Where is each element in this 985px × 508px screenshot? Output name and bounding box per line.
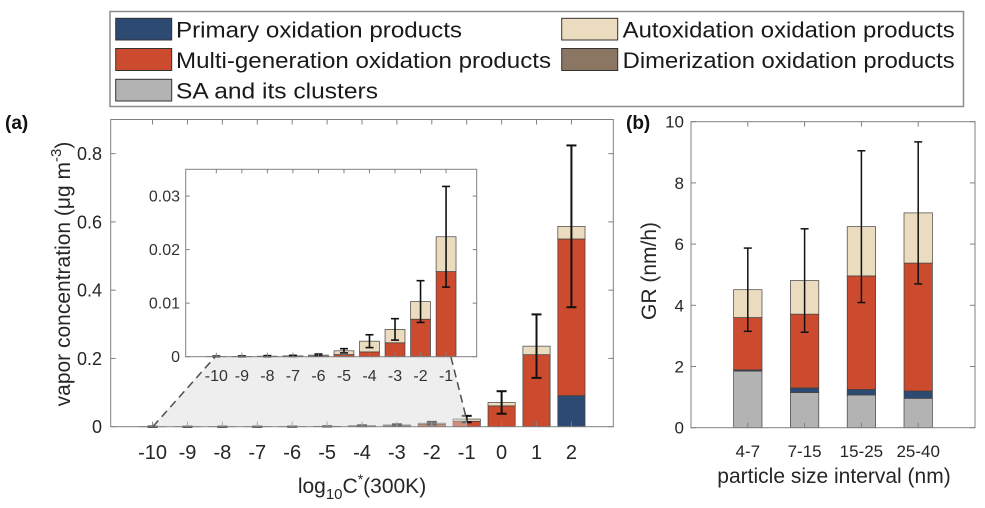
panel-b-xlabel: particle size interval (nm) — [717, 465, 950, 488]
gr-y-tick-label: 2 — [675, 358, 684, 377]
inset-y-tick-label: 0.02 — [149, 242, 180, 259]
legend-label-primary: Primary oxidation products — [176, 18, 462, 43]
inset-x-tick-label: -1 — [439, 368, 453, 385]
inset-error-bar--1 — [442, 185, 451, 288]
inset-x-tick-label: -2 — [413, 368, 427, 385]
main-x-tick-label: -3 — [388, 442, 406, 464]
main-x-tick-label: -4 — [353, 442, 371, 464]
gr-y-tick-label: 10 — [665, 113, 684, 132]
main-x-tick-label: 0 — [496, 442, 507, 464]
main-x-tick-label: -8 — [213, 442, 231, 464]
inset-connector-right — [450, 356, 468, 422]
main-x-tick-label: 2 — [566, 442, 577, 464]
gr-y-tick-label: 6 — [675, 235, 684, 254]
gr-axes-box — [690, 121, 976, 429]
main-error-bar-1 — [531, 313, 542, 379]
legend-label-multi: Multi-generation oxidation products — [176, 48, 551, 73]
inset-axes-box — [185, 168, 478, 358]
main-y-tick-label: 0.8 — [77, 144, 102, 164]
gr-y-tick-label: 8 — [675, 174, 684, 193]
inset-plot-area — [185, 169, 477, 357]
inset-x-tick-label: -3 — [388, 368, 402, 385]
inset-zoom-shade — [153, 357, 467, 427]
panel-a-xlabel: log10C*(300K) — [298, 471, 426, 503]
panel-a-axes: -10 -9 -8 -7 -6 -5 -4 -3 -2 -1 0 1 200.20.40.60.8 — [77, 119, 614, 464]
main-error-bar-0 — [496, 390, 507, 415]
main-y-tick-label: 0.6 — [77, 212, 102, 232]
inset-x-tick-label: -5 — [337, 368, 351, 385]
gr-bar-sa-7-15 — [790, 392, 820, 429]
main-x-tick-label: -2 — [423, 442, 441, 464]
inset-x-tick-label: -4 — [362, 368, 376, 385]
inset-y-tick-label: 0.03 — [149, 189, 180, 206]
gr-error-bar-25-40 — [914, 141, 923, 285]
inset-y-tick-label: 0.01 — [149, 296, 180, 313]
gr-x-tick-label: 15-25 — [840, 442, 883, 461]
gr-error-bar-15-25 — [857, 150, 866, 304]
legend-label-sa: SA and its clusters — [176, 79, 378, 104]
gr-bar-sa-4-7 — [733, 370, 763, 429]
inset-x-tick-label: -10 — [205, 368, 228, 385]
legend-swatch-sa — [115, 78, 173, 102]
main-error-bar-2 — [566, 144, 577, 309]
gr-x-tick-label: 7-15 — [788, 442, 822, 461]
legend-swatch-primary — [115, 17, 173, 41]
gr-bar-primary-15-25 — [846, 389, 876, 396]
inset-x-tick-label: -9 — [235, 368, 249, 385]
inset-y-tick-label: 0 — [171, 349, 180, 366]
inset-error-bar--4 — [365, 333, 374, 349]
panel-b-axes: 4-7 7-15 15-25 25-40 0 2 4 6 8 10 — [665, 113, 976, 461]
main-x-tick-label: 1 — [531, 442, 542, 464]
legend: Primary oxidation products Multi-generat… — [109, 10, 965, 108]
inset-x-tick-label: -8 — [260, 368, 274, 385]
legend-box — [109, 10, 965, 108]
inset-x-tick-label: -7 — [286, 368, 300, 385]
main-x-tick-label: -9 — [179, 442, 197, 464]
panel-b-label: (b) — [626, 113, 650, 134]
gr-y-tick-label: 4 — [675, 296, 684, 315]
main-x-tick-label: -6 — [283, 442, 301, 464]
main-x-tick-label: -10 — [138, 442, 167, 464]
main-y-tick-label: 0.2 — [77, 349, 102, 369]
legend-swatch-autox — [561, 17, 619, 41]
panel-b-ylabel: GR (nm/h) — [638, 222, 661, 320]
panel-b-bars — [733, 141, 933, 429]
inset-x-tick-label: -6 — [311, 368, 325, 385]
main-y-tick-label: 0 — [92, 417, 102, 437]
legend-swatch-multi — [115, 48, 173, 71]
main-x-tick-label: -7 — [248, 442, 266, 464]
inset-error-bar--3 — [391, 317, 400, 341]
panel-a-ylabel: vapor concentration (μg m-3) — [48, 142, 75, 407]
inset-error-bar--2 — [416, 279, 425, 324]
panel-a-label: (a) — [5, 113, 28, 134]
inset-axes: -10 -9 -8 -7 -6 -5 -4 -3 -2 -100.010.020.03 — [149, 168, 478, 385]
main-x-tick-label: -5 — [318, 442, 336, 464]
inset-connector-left — [152, 356, 216, 427]
legend-label-dimer: Dimerization oxidation products — [623, 48, 955, 73]
main-bar-primary-2 — [557, 395, 586, 428]
legend-swatch-dimer — [561, 48, 619, 71]
main-x-tick-label: -1 — [458, 442, 476, 464]
gr-y-tick-label: 0 — [675, 419, 684, 438]
legend-label-autox: Autoxidation oxidation products — [623, 18, 955, 43]
gr-x-tick-label: 4-7 — [736, 442, 761, 461]
gr-bar-primary-7-15 — [790, 387, 820, 393]
gr-error-bar-4-7 — [743, 247, 752, 333]
gr-x-tick-label: 25-40 — [896, 442, 939, 461]
main-y-tick-label: 0.4 — [77, 281, 102, 301]
gr-error-bar-7-15 — [800, 228, 809, 333]
gr-bar-primary-25-40 — [903, 390, 933, 399]
inset-bar-multi--2 — [410, 318, 431, 358]
